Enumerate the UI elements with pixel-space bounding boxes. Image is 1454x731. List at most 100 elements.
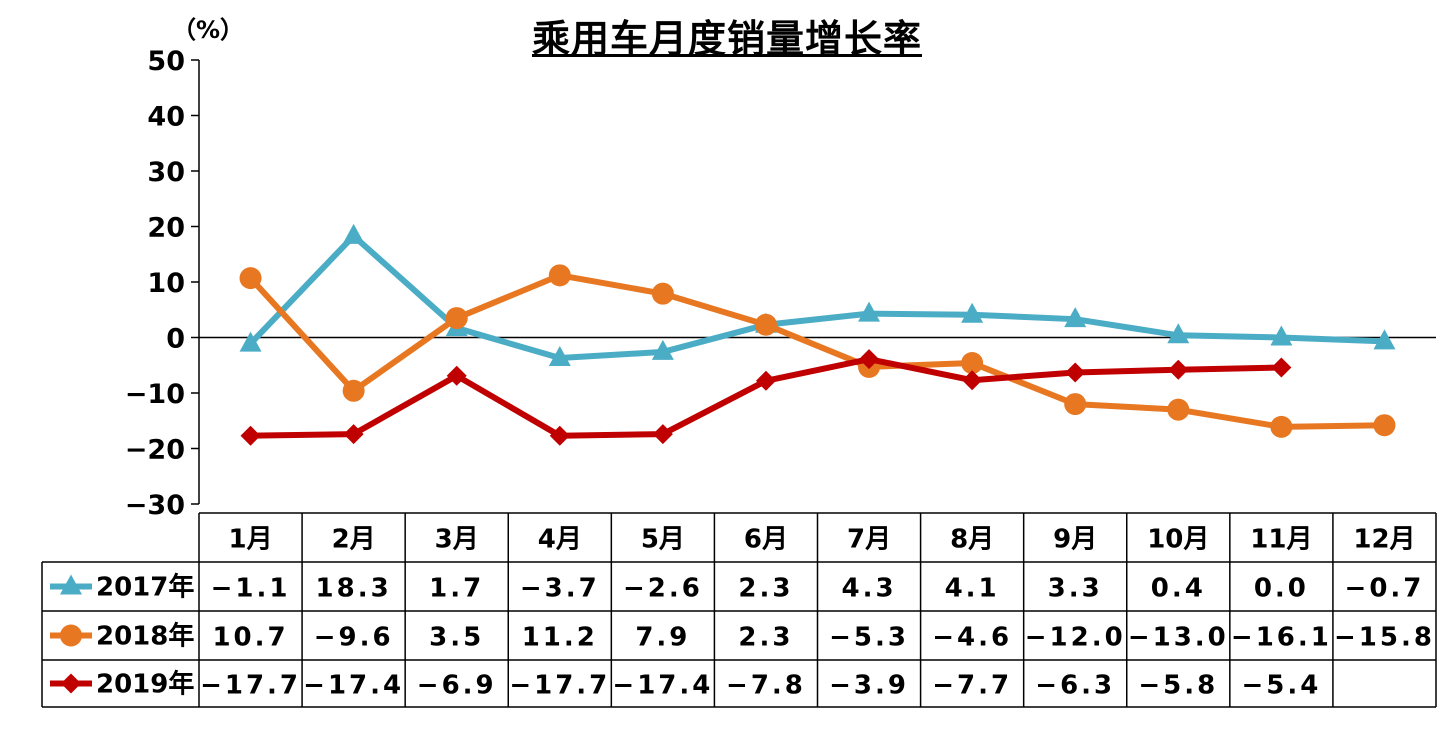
category-label: 11月 (1250, 525, 1312, 555)
series-marker (239, 331, 262, 352)
table-cell-value: −4.6 (932, 623, 1012, 653)
legend-label: 2018年 (96, 621, 194, 652)
legend-label: 2019年 (96, 669, 194, 700)
table-cell-value: −7.8 (726, 671, 806, 701)
y-axis-unit: （%） (172, 16, 245, 44)
table-cell-value: 3.3 (1048, 574, 1103, 604)
series-marker (961, 352, 984, 375)
table-cell-value: 18.3 (316, 574, 392, 604)
series-marker (1064, 393, 1087, 416)
table-cell-value: −5.4 (1241, 671, 1321, 701)
series-marker (1064, 307, 1087, 328)
legend-marker (61, 673, 81, 694)
series-marker (1168, 359, 1189, 380)
series-marker (1373, 329, 1396, 350)
table-cell-value: −5.3 (829, 623, 909, 653)
table-cell-value: 2.3 (738, 574, 793, 604)
category-label: 5月 (641, 525, 685, 555)
series-marker (962, 370, 983, 391)
table-cell-value: 7.9 (635, 623, 690, 653)
series-marker (1373, 414, 1396, 437)
legend-marker (60, 624, 82, 647)
series-line (247, 272, 1388, 430)
table-cell-value: −2.6 (623, 574, 703, 604)
category-label: 9月 (1053, 525, 1097, 555)
table-cell-value: −15.8 (1334, 623, 1435, 653)
series-marker (549, 425, 570, 446)
series-marker (342, 223, 365, 244)
series-marker (1167, 398, 1190, 421)
table-cell-value: 0.0 (1254, 574, 1309, 604)
table-cell-value: 0.4 (1151, 574, 1206, 604)
y-tick-label: 10 (147, 268, 185, 299)
table-cell-value: −1.1 (211, 574, 291, 604)
table-cell-value: −7.7 (932, 671, 1012, 701)
category-label: 3月 (435, 525, 479, 555)
series-marker (1065, 362, 1086, 383)
table-cell-value: −5.8 (1138, 671, 1218, 701)
category-label: 6月 (744, 525, 788, 555)
legend-marker (60, 574, 82, 595)
table-cell-value: −17.4 (303, 671, 404, 701)
table-cell-value: −0.7 (1345, 574, 1425, 604)
table-cell-value: −6.3 (1035, 671, 1115, 701)
table-cell-value: −17.4 (612, 671, 713, 701)
table-cell-value: 2.3 (738, 623, 793, 653)
y-tick-label: 20 (147, 213, 185, 244)
series-marker (548, 346, 571, 367)
table-cell-value: −6.9 (417, 671, 497, 701)
series-marker (652, 424, 673, 445)
series-marker (858, 301, 881, 322)
y-tick-label: 50 (147, 46, 185, 77)
y-tick-label: −10 (125, 379, 185, 410)
series-marker (343, 424, 364, 445)
table-cell-value: −17.7 (200, 671, 301, 701)
series-marker (1167, 323, 1190, 344)
series-marker (1270, 325, 1293, 346)
table-cell-value: 10.7 (212, 623, 288, 653)
chart-title: 乘用车月度销量增长率 (531, 17, 922, 61)
series-marker (446, 365, 467, 386)
table-cell-value: −3.7 (520, 574, 600, 604)
y-tick-label: 30 (147, 157, 185, 188)
series-marker (240, 425, 261, 446)
category-label: 2月 (332, 525, 376, 555)
table-cell-value: 4.1 (945, 574, 1000, 604)
series-marker (755, 370, 776, 391)
y-tick-label: −30 (125, 490, 185, 521)
table-cell-value: 11.2 (522, 623, 598, 653)
series-marker (445, 307, 468, 330)
series-marker (342, 379, 365, 402)
series-marker (859, 349, 880, 370)
table-cell-value: −13.0 (1128, 623, 1229, 653)
series-marker (651, 339, 674, 360)
series-line (247, 232, 1388, 362)
table-cell-value: −3.9 (829, 671, 909, 701)
y-tick-label: 40 (147, 102, 185, 133)
category-label: 12月 (1353, 525, 1415, 555)
table-cell-value: −9.6 (314, 623, 394, 653)
series-marker (651, 282, 674, 305)
series-marker (239, 267, 262, 290)
table-cell-value: 3.5 (429, 623, 484, 653)
y-tick-label: −20 (125, 435, 185, 466)
table-cell-value: 1.7 (429, 574, 484, 604)
series-marker (961, 302, 984, 323)
table-cell-value: −12.0 (1025, 623, 1126, 653)
table-cell-value: −17.7 (509, 671, 610, 701)
series-line (247, 356, 1285, 439)
category-label: 4月 (538, 525, 582, 555)
table-cell-value: 4.3 (842, 574, 897, 604)
series-marker (1270, 415, 1293, 438)
category-label: 1月 (228, 525, 272, 555)
legend-label: 2017年 (96, 572, 194, 603)
series-marker (754, 313, 777, 336)
category-label: 8月 (950, 525, 994, 555)
y-tick-label: 0 (166, 324, 185, 355)
series-marker (1271, 357, 1292, 378)
category-label: 7月 (847, 525, 891, 555)
table-cell-value: −16.1 (1231, 623, 1332, 653)
series-marker (548, 264, 571, 287)
category-label: 10月 (1147, 525, 1209, 555)
